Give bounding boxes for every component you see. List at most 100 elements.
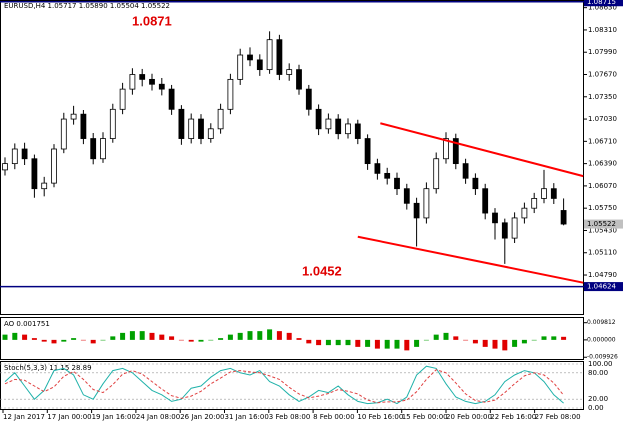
x-tick-label: 24 Jan 08:00 [136, 413, 180, 421]
x-tick-label: 31 Jan 16:00 [225, 413, 269, 421]
candle-body [521, 207, 528, 219]
candle-body [560, 210, 567, 225]
candle-body [492, 212, 498, 224]
ao-tick-label: -0.009926 [587, 354, 618, 361]
candle-body [60, 118, 67, 150]
candle-body [501, 222, 508, 239]
candle-body [394, 177, 400, 190]
ao-bar [51, 339, 57, 344]
candle-body [550, 188, 557, 199]
stoch-tick-label: 100.00 [588, 360, 613, 368]
candle-body [364, 138, 371, 165]
price-label-box [584, 282, 623, 292]
ao-bar [502, 339, 508, 351]
candle-body [305, 88, 312, 110]
candle-body [158, 83, 165, 90]
price-label: 1.08715 [587, 0, 616, 6]
candle-body [237, 54, 244, 80]
candle-body [384, 172, 391, 179]
y-tick-label: 1.06390 [588, 160, 617, 168]
ao-bar [325, 339, 331, 346]
ao-bar [237, 332, 243, 340]
ao-bar [433, 334, 439, 340]
ao-bar [512, 339, 518, 347]
candle-body [51, 148, 57, 184]
ao-bar [208, 339, 214, 341]
candle-body [443, 138, 449, 160]
ao-bar [306, 339, 312, 344]
ao-bar [188, 339, 194, 342]
candle-body [90, 138, 97, 160]
ao-bar [296, 338, 302, 340]
y-tick-label: 1.06070 [588, 182, 617, 190]
y-tick-label: 1.05750 [588, 204, 617, 212]
ao-bar [335, 339, 341, 346]
candle-body [345, 123, 351, 135]
ao-bar [90, 339, 96, 344]
candle-body [423, 188, 430, 219]
ao-bar [394, 339, 400, 349]
ao-bar [374, 339, 380, 349]
candle-body [256, 59, 263, 71]
annotation: 1.0871 [132, 13, 172, 28]
x-tick-label: 15 Feb 00:00 [402, 413, 448, 421]
x-tick-label: 17 Jan 00:00 [47, 413, 91, 421]
ao-bar [463, 339, 469, 341]
ao-bar [159, 334, 165, 340]
candle-body [227, 78, 234, 110]
x-tick-label: 27 Feb 08:00 [535, 413, 581, 421]
y-tick-label: 1.07670 [588, 71, 617, 79]
ao-bar [276, 331, 282, 340]
candle-body [296, 69, 302, 90]
x-tick-label: 22 Feb 16:00 [490, 413, 536, 421]
candle-body [354, 123, 361, 139]
ao-bar [178, 339, 184, 341]
ao-bar [316, 339, 322, 346]
y-tick-label: 1.08630 [588, 4, 617, 12]
price-label-box [584, 0, 623, 7]
ao-bar [41, 339, 47, 342]
ao-bar [227, 334, 233, 340]
ao-bar [414, 339, 420, 347]
stoch-title: Stoch(5,3,3) 11.15 28.89 [4, 364, 92, 372]
ao-bar [71, 338, 77, 340]
ao-bar [31, 338, 37, 340]
ao-bar [453, 336, 459, 340]
candle-body [11, 148, 18, 165]
trendline [357, 235, 584, 284]
ao-tick-label: 0.009812 [587, 319, 616, 326]
chart-title: EURUSD,H4 1.05717 1.05890 1.05504 1.0552… [4, 2, 170, 10]
y-tick-label: 1.05430 [588, 226, 617, 234]
ao-bar [22, 334, 28, 340]
y-tick-label: 1.07990 [588, 48, 617, 56]
candle-body [217, 108, 224, 130]
x-tick-label: 26 Jan 20:00 [180, 413, 224, 421]
x-tick-label: 19 Jan 16:00 [92, 413, 136, 421]
candle-body [207, 128, 214, 139]
candle-body [335, 118, 342, 135]
stoch-pane [0, 361, 584, 410]
candle-body [452, 138, 459, 165]
candle-body [531, 198, 538, 209]
ao-bar [120, 332, 126, 340]
candle-body [482, 188, 489, 214]
ao-bar [257, 331, 263, 340]
ao-bar [110, 336, 116, 340]
ao-bar [139, 331, 145, 340]
stoch-tick-label: 0.00 [588, 404, 604, 412]
trendline [380, 122, 584, 178]
ao-bar [551, 336, 557, 340]
ao-bar [443, 332, 449, 340]
candle-body [286, 69, 293, 75]
ao-bar [404, 339, 410, 351]
candle-body [266, 39, 273, 71]
candle-body [149, 78, 155, 85]
candle-body [374, 163, 381, 174]
candle-body [100, 138, 106, 160]
ao-bar [218, 338, 224, 340]
candle-body [168, 88, 175, 110]
stoch-tick-label: 20.00 [588, 395, 608, 403]
ao-bar [492, 339, 498, 349]
candle-body [80, 113, 87, 139]
